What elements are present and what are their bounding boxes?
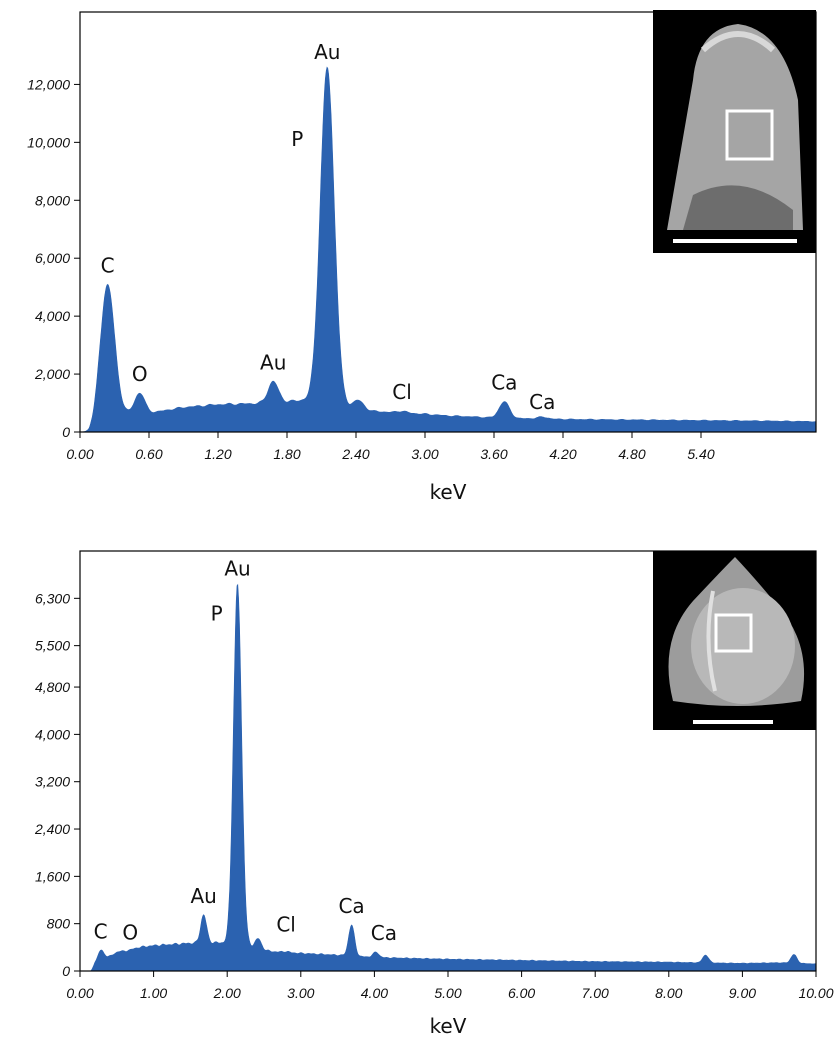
sem-inset-image xyxy=(653,551,816,730)
x-tick-label: 4.00 xyxy=(361,985,388,1001)
x-tick-label: 4.20 xyxy=(549,446,576,462)
analysis-area-box xyxy=(714,613,753,653)
specimen-shadow xyxy=(683,185,793,230)
x-tick-label: 3.00 xyxy=(411,446,438,462)
x-tick-label: 0.60 xyxy=(135,446,162,462)
x-tick-label: 0.00 xyxy=(66,446,93,462)
specimen-highlight xyxy=(700,31,776,53)
peak-label-c: C xyxy=(94,919,108,943)
peak-label-ca: Ca xyxy=(529,390,555,414)
x-axis-label: keV xyxy=(430,1014,467,1038)
y-tick-label: 3,200 xyxy=(35,774,70,790)
spectrum-area xyxy=(79,66,817,433)
x-tick-label: 7.00 xyxy=(582,985,609,1001)
y-tick-label: 4,000 xyxy=(35,726,70,742)
x-axis-label: keV xyxy=(430,480,467,504)
peak-label-ca: Ca xyxy=(338,894,364,918)
y-tick-label: 4,000 xyxy=(35,308,70,324)
x-tick-label: 2.00 xyxy=(213,985,241,1001)
peak-label-cl: Cl xyxy=(276,912,296,936)
sem-inset-image xyxy=(653,10,816,253)
peak-label-o: O xyxy=(132,362,148,386)
spectrum-area xyxy=(80,583,817,972)
x-tick-label: 6.00 xyxy=(508,985,535,1001)
peak-label-p: P xyxy=(211,601,223,625)
analysis-area-box xyxy=(725,109,774,161)
y-tick-label: 12,000 xyxy=(27,76,70,92)
peak-label-au: Au xyxy=(260,350,286,374)
x-tick-label: 3.60 xyxy=(480,446,507,462)
y-tick-label: 4,800 xyxy=(35,679,70,695)
y-tick-label: 8,000 xyxy=(35,192,70,208)
peak-label-c: C xyxy=(101,253,115,277)
x-tick-label: 5.00 xyxy=(434,985,461,1001)
x-tick-label: 1.20 xyxy=(204,446,231,462)
specimen-shape xyxy=(667,24,803,230)
y-tick-label: 10,000 xyxy=(27,134,70,150)
x-tick-label: 3.00 xyxy=(287,985,314,1001)
y-tick-label: 1,600 xyxy=(35,868,70,884)
x-tick-label: 2.40 xyxy=(341,446,369,462)
peak-label-au: Au xyxy=(314,40,340,64)
peak-label-p: P xyxy=(291,127,303,151)
spectrum-panel-1: 0 2,000 4,000 6,000 8,000 10,000 12,000 0.00 0.6… xyxy=(27,10,817,504)
y-tick-label: 6,300 xyxy=(35,590,70,606)
peak-label-au: Au xyxy=(190,884,216,908)
x-tick-label: 5.40 xyxy=(687,446,714,462)
specimen-disc xyxy=(691,588,795,704)
peak-label-o: O xyxy=(122,920,138,944)
x-tick-label: 0.00 xyxy=(66,985,93,1001)
y-tick-label: 2,400 xyxy=(34,821,70,837)
x-tick-label: 1.00 xyxy=(140,985,167,1001)
x-tick-label: 1.80 xyxy=(273,446,300,462)
y-tick-label: 5,500 xyxy=(35,638,70,654)
y-tick-label: 6,000 xyxy=(35,250,70,266)
x-tick-label: 9.00 xyxy=(729,985,756,1001)
peak-label-ca: Ca xyxy=(371,921,397,945)
y-tick-label: 0 xyxy=(62,424,70,440)
peak-label-ca: Ca xyxy=(491,371,517,395)
x-tick-label: 10.00 xyxy=(798,985,833,1001)
y-tick-label: 0 xyxy=(62,963,70,979)
x-tick-label: 8.00 xyxy=(655,985,682,1001)
specimen-highlight xyxy=(706,590,717,692)
peak-label-au: Au xyxy=(224,557,250,581)
x-tick-label: 4.80 xyxy=(618,446,645,462)
y-tick-label: 2,000 xyxy=(34,366,70,382)
y-tick-label: 800 xyxy=(47,916,71,932)
spectrum-panel-2: 0 800 1,600 2,400 3,200 4,000 4,800 5,500 6,300 0… xyxy=(34,550,834,1038)
peak-label-cl: Cl xyxy=(392,380,412,404)
